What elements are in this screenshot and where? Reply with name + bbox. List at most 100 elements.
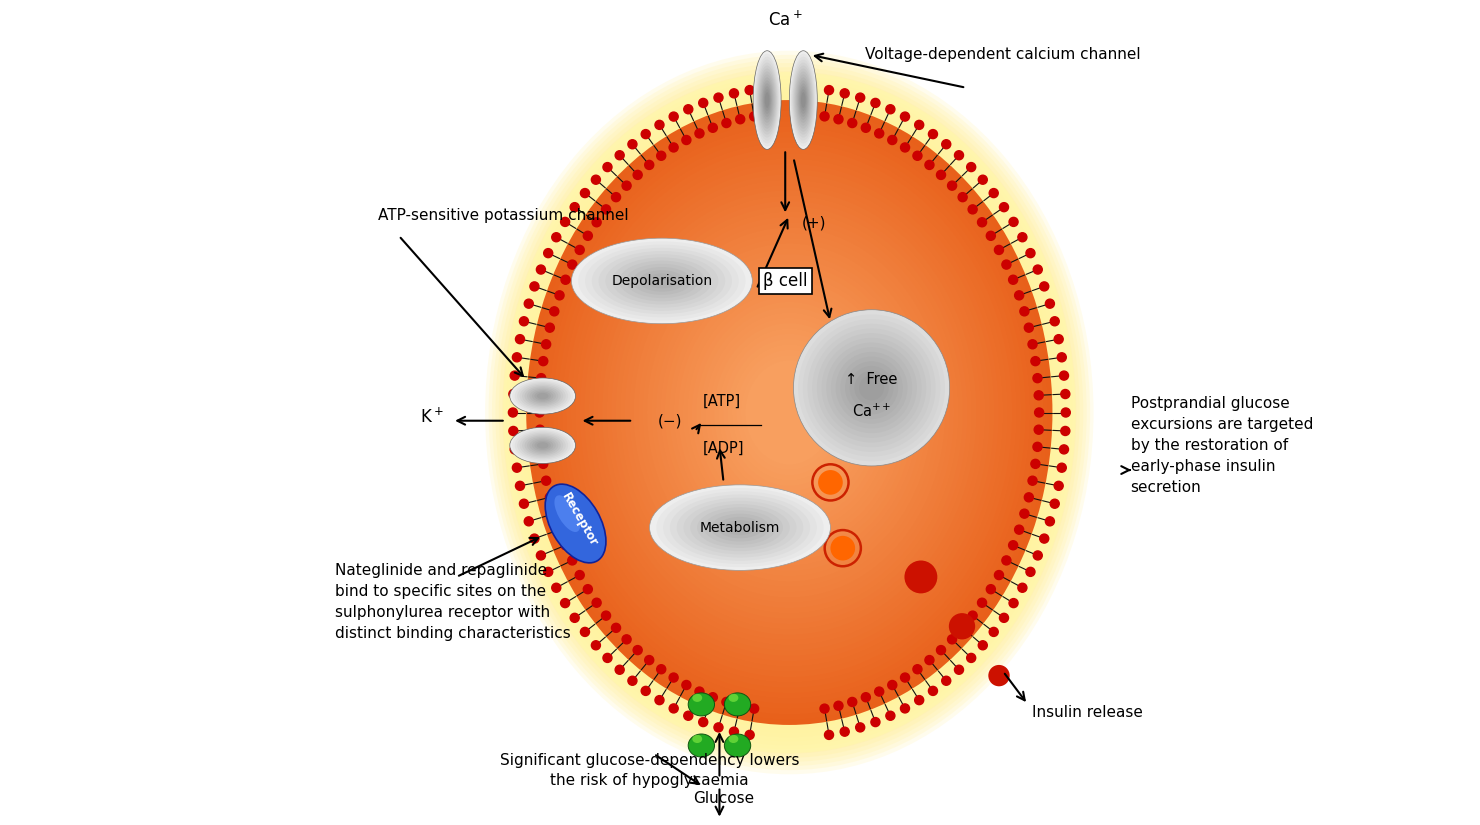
Circle shape [978, 175, 987, 184]
Circle shape [958, 192, 966, 201]
Ellipse shape [592, 248, 733, 314]
Ellipse shape [669, 270, 909, 555]
Circle shape [749, 704, 759, 713]
Ellipse shape [684, 501, 796, 554]
Text: Ca$^{++}$: Ca$^{++}$ [852, 403, 891, 419]
Ellipse shape [756, 59, 778, 140]
Ellipse shape [530, 389, 556, 403]
Circle shape [1033, 374, 1042, 383]
Circle shape [744, 730, 755, 739]
Text: Glucose: Glucose [693, 791, 755, 807]
Ellipse shape [756, 63, 778, 138]
Ellipse shape [762, 80, 773, 120]
Circle shape [1045, 516, 1054, 526]
Text: ATP-sensitive potassium channel: ATP-sensitive potassium channel [379, 208, 629, 223]
Circle shape [543, 248, 552, 257]
Circle shape [699, 98, 707, 107]
Circle shape [549, 509, 559, 518]
Circle shape [1033, 442, 1042, 451]
Ellipse shape [792, 59, 815, 140]
Circle shape [928, 130, 937, 139]
Ellipse shape [512, 83, 1066, 742]
Ellipse shape [676, 497, 804, 558]
Ellipse shape [704, 313, 873, 512]
Circle shape [887, 105, 895, 114]
Circle shape [1009, 217, 1018, 226]
Circle shape [928, 686, 937, 695]
Circle shape [641, 686, 650, 695]
Ellipse shape [626, 264, 699, 298]
Circle shape [641, 130, 650, 139]
Ellipse shape [802, 319, 940, 456]
Ellipse shape [576, 158, 1003, 667]
Ellipse shape [850, 366, 894, 410]
Circle shape [848, 697, 857, 706]
Ellipse shape [765, 92, 770, 108]
Circle shape [1054, 335, 1063, 344]
Circle shape [622, 182, 630, 191]
Circle shape [1032, 460, 1040, 469]
Ellipse shape [519, 384, 565, 408]
Ellipse shape [755, 57, 780, 144]
Circle shape [592, 598, 601, 607]
Circle shape [830, 535, 855, 560]
Circle shape [989, 627, 998, 636]
Ellipse shape [515, 380, 571, 412]
Text: Significant glucose-dependency lowers
the risk of hypoglycaemia: Significant glucose-dependency lowers th… [500, 752, 799, 788]
Circle shape [900, 704, 910, 713]
Circle shape [841, 727, 850, 736]
Ellipse shape [650, 485, 830, 570]
Circle shape [955, 151, 963, 160]
Ellipse shape [796, 78, 810, 123]
Text: (+): (+) [802, 216, 826, 231]
Circle shape [669, 112, 678, 121]
Circle shape [542, 340, 551, 349]
Circle shape [570, 203, 579, 212]
Ellipse shape [858, 375, 884, 400]
Ellipse shape [524, 386, 561, 406]
Circle shape [536, 425, 545, 434]
Circle shape [509, 389, 518, 398]
Ellipse shape [690, 504, 790, 551]
Ellipse shape [598, 251, 725, 311]
Circle shape [941, 139, 950, 148]
Ellipse shape [537, 442, 549, 449]
Text: Voltage-dependent calcium channel: Voltage-dependent calcium channel [866, 47, 1141, 63]
Circle shape [713, 723, 724, 732]
Ellipse shape [691, 296, 887, 529]
Circle shape [989, 189, 998, 198]
Circle shape [1029, 340, 1037, 349]
Ellipse shape [798, 80, 810, 120]
Ellipse shape [713, 323, 864, 502]
Ellipse shape [836, 352, 907, 424]
Ellipse shape [598, 185, 981, 640]
Circle shape [1015, 291, 1024, 299]
Circle shape [592, 175, 601, 184]
Circle shape [1045, 299, 1054, 309]
Circle shape [955, 665, 963, 674]
Circle shape [1029, 476, 1037, 485]
Ellipse shape [801, 89, 807, 111]
Circle shape [989, 665, 1009, 686]
Ellipse shape [728, 735, 739, 743]
Text: K$^+$: K$^+$ [420, 407, 444, 427]
Circle shape [645, 160, 654, 169]
Ellipse shape [571, 153, 1008, 672]
Circle shape [1032, 356, 1040, 365]
Ellipse shape [799, 83, 808, 117]
Ellipse shape [753, 50, 781, 149]
Ellipse shape [527, 100, 1052, 725]
Circle shape [947, 182, 956, 191]
Ellipse shape [737, 350, 842, 475]
Ellipse shape [758, 68, 776, 132]
Ellipse shape [813, 328, 931, 447]
Circle shape [576, 571, 585, 580]
Text: Metabolism: Metabolism [700, 521, 780, 535]
Circle shape [1008, 540, 1018, 549]
Text: [ADP]: [ADP] [703, 441, 744, 456]
Circle shape [555, 526, 564, 534]
Ellipse shape [660, 259, 918, 566]
Ellipse shape [585, 169, 995, 656]
Ellipse shape [512, 429, 573, 462]
Ellipse shape [793, 309, 950, 466]
